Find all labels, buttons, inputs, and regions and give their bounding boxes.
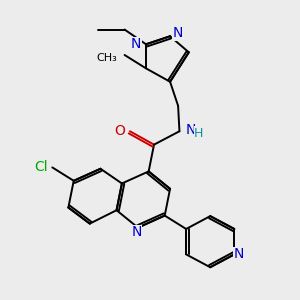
Text: CH₃: CH₃	[96, 53, 117, 63]
Text: N: N	[234, 248, 244, 261]
Text: Cl: Cl	[34, 160, 47, 174]
Text: N: N	[173, 26, 183, 40]
Text: N: N	[131, 225, 142, 239]
Text: O: O	[114, 124, 125, 138]
Text: N: N	[131, 37, 141, 51]
Text: H: H	[194, 127, 203, 140]
Text: N: N	[185, 123, 196, 137]
